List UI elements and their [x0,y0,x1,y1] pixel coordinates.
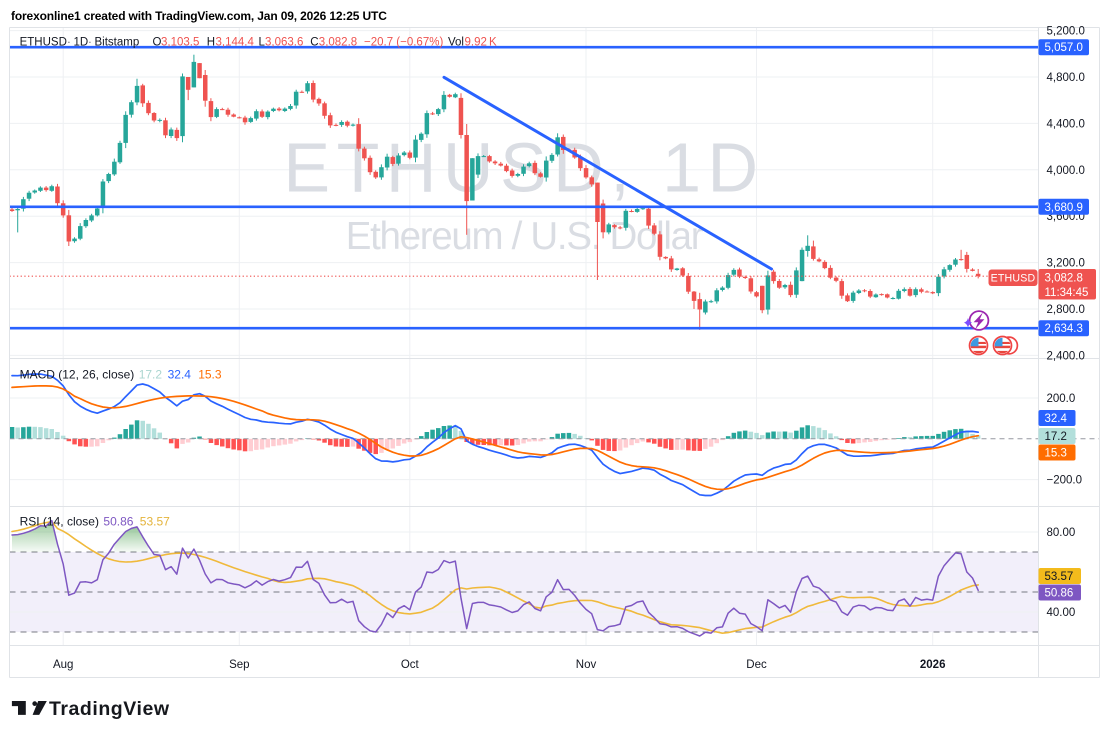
svg-text:11:34:45: 11:34:45 [1045,287,1089,299]
svg-text:Ethereum / U.S. Dollar: Ethereum / U.S. Dollar [346,215,704,258]
svg-text:TradingView: TradingView [49,698,170,720]
svg-text:2,634.3: 2,634.3 [1045,323,1083,335]
svg-text:2,800.0: 2,800.0 [1047,304,1085,316]
svg-text:200.0: 200.0 [1047,393,1076,405]
svg-text:80.00: 80.00 [1047,527,1076,539]
svg-text:15.3: 15.3 [1045,448,1067,460]
svg-text:5,200.0: 5,200.0 [1047,26,1085,38]
svg-text:forexonline1 created with Trad: forexonline1 created with TradingView.co… [11,9,387,23]
svg-text:2026: 2026 [920,659,946,671]
svg-text:Dec: Dec [746,659,767,671]
svg-text:4,800.0: 4,800.0 [1047,72,1085,84]
svg-text:50.86: 50.86 [1045,588,1074,600]
svg-text:2,400.0: 2,400.0 [1047,350,1085,362]
svg-text:−200.0: −200.0 [1047,475,1083,487]
svg-text:53.57: 53.57 [1045,571,1074,583]
svg-text:17.2: 17.2 [1045,431,1067,443]
svg-text:MACD (12, 26, close)17.232.415: MACD (12, 26, close) 17.2 32.4 15.3 [20,368,222,382]
svg-text:4,000.0: 4,000.0 [1047,165,1085,177]
svg-text:5,057.0: 5,057.0 [1045,42,1083,54]
svg-text:Oct: Oct [401,659,420,671]
svg-text:3,680.9: 3,680.9 [1045,202,1083,214]
svg-text:ETHUSD, 1D: ETHUSD, 1D [283,129,764,207]
svg-text:3,200.0: 3,200.0 [1047,258,1085,270]
svg-text:Aug: Aug [53,659,73,671]
svg-text:4,400.0: 4,400.0 [1047,118,1085,130]
svg-text:40.00: 40.00 [1047,607,1076,619]
svg-text:3,082.8: 3,082.8 [1045,273,1083,285]
svg-text:Sep: Sep [229,659,249,671]
svg-text:32.4: 32.4 [1045,413,1068,425]
svg-text:ETHUSD: ETHUSD [991,272,1036,284]
svg-text:Nov: Nov [576,659,597,671]
